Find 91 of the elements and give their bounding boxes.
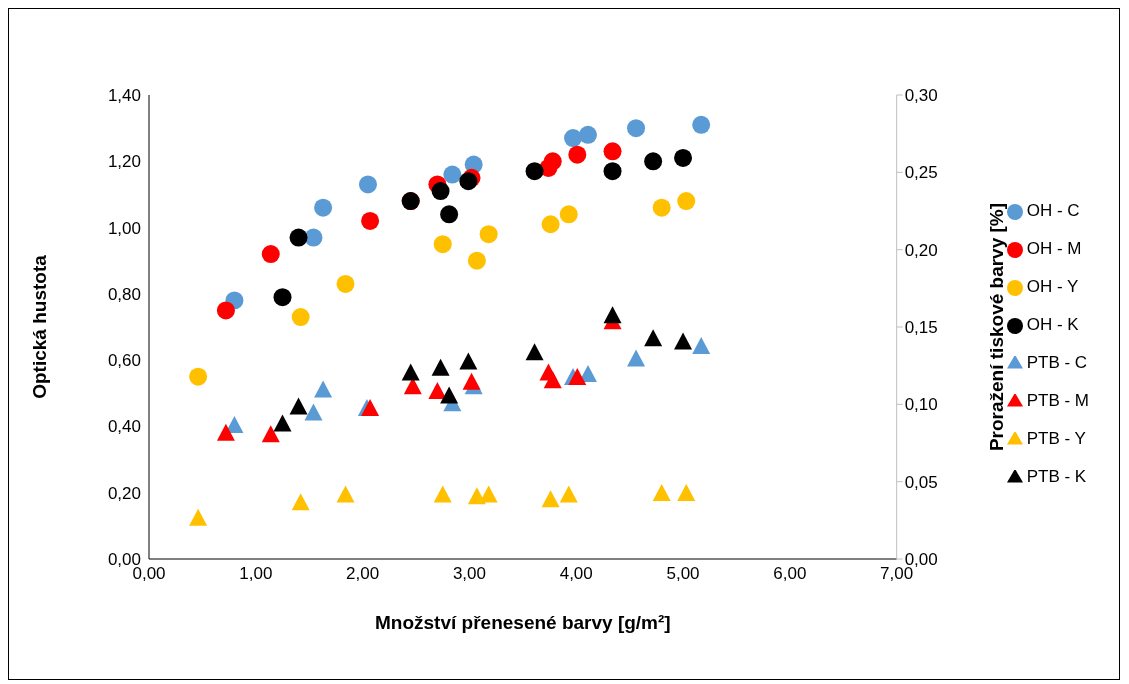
point	[189, 367, 208, 386]
x-tick-label: 3,00	[452, 564, 486, 584]
point	[443, 165, 462, 184]
point	[603, 162, 622, 181]
x-tick-label: 1,00	[239, 564, 273, 584]
y2-tick-label: 0,10	[904, 395, 938, 415]
point	[433, 485, 452, 503]
point	[433, 235, 452, 254]
x-tick-label: 5,00	[666, 564, 700, 584]
point	[644, 329, 663, 347]
y-tick-label: 0,60	[107, 351, 141, 371]
point	[603, 142, 622, 161]
legend-label: PTB - M	[1026, 391, 1089, 410]
point	[692, 115, 711, 134]
x-axis-title: Množství přenesené barvy [g/m²]	[375, 612, 671, 633]
point	[578, 125, 597, 144]
point	[479, 225, 498, 244]
point	[652, 484, 671, 502]
point	[336, 485, 355, 503]
x-tick-label: 4,00	[559, 564, 593, 584]
point	[559, 485, 578, 503]
y-tick-label: 1,20	[107, 152, 141, 172]
point	[692, 337, 711, 355]
legend-label: PTB - Y	[1026, 429, 1086, 448]
legend-label: OH - M	[1026, 239, 1082, 258]
point	[674, 148, 693, 167]
point	[361, 211, 380, 230]
y2-tick-label: 0,20	[904, 240, 938, 260]
point	[361, 398, 380, 416]
y-axis-title: Optická hustota	[28, 254, 50, 399]
y-tick-label: 0,40	[107, 417, 141, 437]
point	[336, 274, 355, 293]
point	[358, 175, 377, 194]
y2-axis-title: Proražení tiskové barvy [%]	[986, 202, 1008, 452]
point	[291, 308, 310, 327]
point	[289, 397, 308, 415]
y-tick-label: 1,00	[107, 218, 141, 238]
legend-label: PTB - K	[1026, 467, 1087, 486]
x-tick-label: 2,00	[346, 564, 380, 584]
legend-label: OH - Y	[1026, 277, 1079, 296]
point	[677, 484, 696, 502]
x-tick-label: 6,00	[773, 564, 807, 584]
point	[440, 205, 459, 224]
point	[291, 493, 310, 511]
point	[431, 358, 450, 376]
point	[603, 306, 622, 324]
point	[314, 198, 333, 217]
point	[431, 182, 450, 201]
point	[273, 414, 292, 432]
point	[644, 152, 663, 171]
point	[428, 381, 447, 399]
point	[564, 129, 583, 148]
legend-label: OH - K	[1026, 315, 1079, 334]
point	[652, 198, 671, 217]
point	[674, 332, 693, 350]
point	[467, 251, 486, 270]
point	[314, 380, 333, 398]
point	[525, 343, 544, 361]
point	[440, 386, 459, 404]
y2-tick-label: 0,05	[904, 472, 938, 492]
y-tick-label: 0,80	[107, 284, 141, 304]
point	[401, 363, 420, 381]
y-tick-label: 1,40	[107, 86, 141, 106]
y-tick-label: 0,20	[107, 483, 141, 503]
point	[568, 145, 587, 164]
point	[189, 508, 208, 526]
point	[559, 205, 578, 224]
y2-tick-label: 0,15	[904, 318, 938, 338]
point	[541, 215, 560, 234]
point	[541, 490, 560, 508]
point	[261, 245, 280, 264]
point	[677, 192, 696, 211]
point	[216, 423, 235, 441]
point	[462, 372, 481, 390]
point	[273, 288, 292, 307]
point	[216, 301, 235, 320]
point	[459, 172, 478, 191]
point	[543, 152, 562, 171]
y2-tick-label: 0,30	[904, 86, 938, 106]
point	[627, 119, 646, 138]
point	[543, 371, 562, 389]
point	[525, 162, 544, 181]
point	[261, 425, 280, 443]
legend-label: PTB - C	[1026, 353, 1088, 372]
point	[304, 403, 323, 421]
point	[289, 228, 308, 247]
y2-tick-label: 0,25	[904, 163, 938, 183]
point	[459, 352, 478, 370]
point	[627, 349, 646, 367]
legend-label: OH - C	[1026, 201, 1080, 220]
point	[568, 368, 587, 386]
